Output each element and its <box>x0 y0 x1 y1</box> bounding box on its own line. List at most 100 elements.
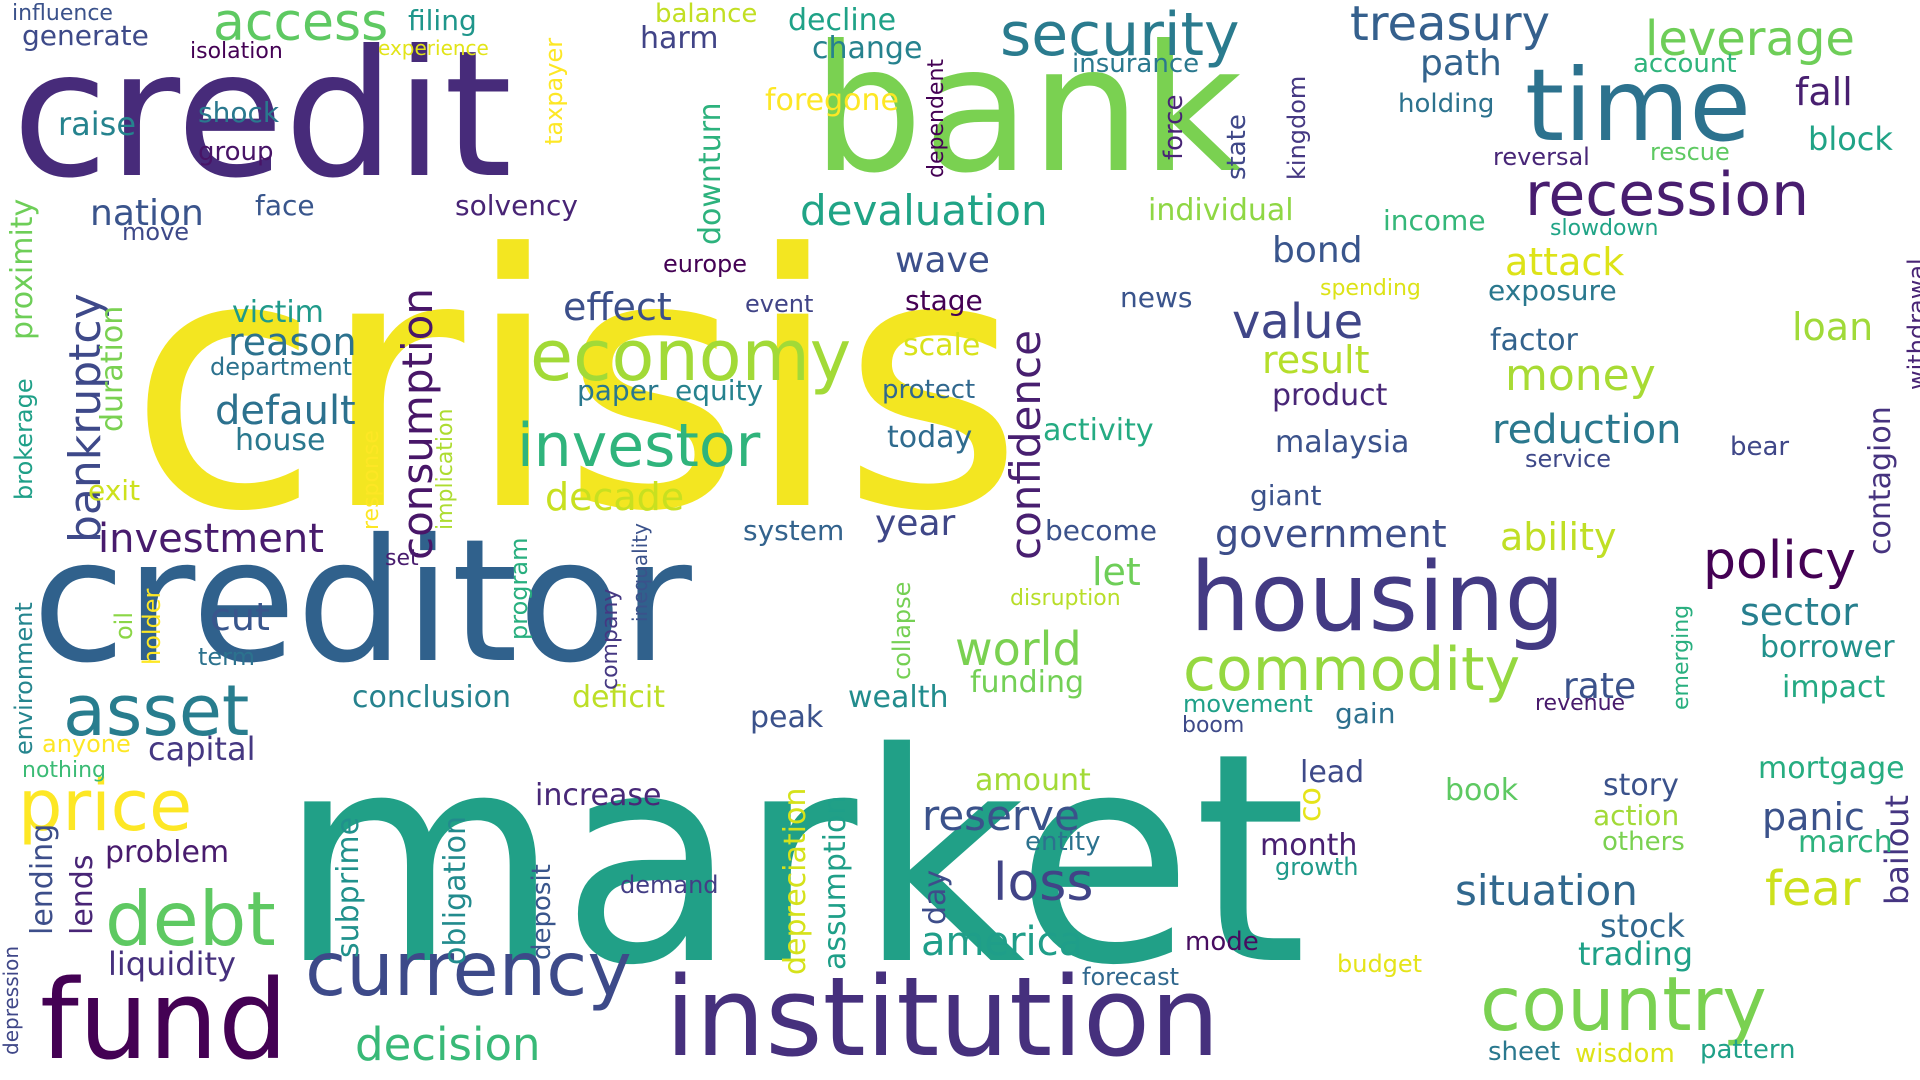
word-commodity: commodity <box>1183 635 1520 705</box>
word-balance: balance <box>655 0 757 29</box>
word-oil: oil <box>110 612 138 640</box>
word-system: system <box>743 514 844 547</box>
word-bear: bear <box>1730 432 1789 462</box>
word-value: value <box>1232 294 1363 350</box>
word-service: service <box>1525 445 1611 473</box>
word-others: others <box>1602 827 1685 857</box>
word-rate: rate <box>1563 666 1636 707</box>
word-action: action <box>1593 799 1679 832</box>
word-situation: situation <box>1455 866 1638 915</box>
word-creditor: creditor <box>32 503 692 701</box>
word-confidence: confidence <box>1001 330 1050 560</box>
word-security: security <box>1000 0 1240 70</box>
word-brokerage: brokerage <box>10 378 38 500</box>
word-dependent: dependent <box>924 59 949 178</box>
word-set: set <box>385 546 419 571</box>
word-exit: exit <box>88 474 140 507</box>
word-policy: policy <box>1703 531 1856 591</box>
word-news: news <box>1120 281 1192 314</box>
word-activity: activity <box>1043 413 1154 448</box>
word-economy: economy <box>530 315 851 397</box>
word-impact: impact <box>1782 670 1885 705</box>
word-mode: mode <box>1185 927 1259 957</box>
word-influence: influence <box>12 1 113 26</box>
word-country: country <box>1480 960 1767 1048</box>
word-block: block <box>1808 120 1893 158</box>
word-cut: cut <box>210 595 270 639</box>
word-individual: individual <box>1148 193 1294 228</box>
word-co: co <box>1293 787 1328 822</box>
word-budget: budget <box>1337 950 1422 978</box>
word-exposure: exposure <box>1488 274 1617 307</box>
word-trading: trading <box>1578 935 1693 973</box>
word-malaysia: malaysia <box>1275 425 1409 460</box>
word-account: account <box>1633 49 1737 79</box>
word-month: month <box>1260 828 1357 863</box>
word-collapse: collapse <box>888 582 916 680</box>
word-assumption: assumption <box>818 796 853 970</box>
word-deposit: deposit <box>527 864 557 960</box>
word-bailout: bailout <box>1878 795 1916 905</box>
word-treasury: treasury <box>1350 0 1550 52</box>
word-paper: paper <box>577 374 659 407</box>
word-solvency: solvency <box>455 189 578 222</box>
word-experience: experience <box>378 36 489 60</box>
word-factor: factor <box>1490 323 1579 358</box>
word-stock: stock <box>1600 907 1685 945</box>
word-year: year <box>875 503 956 544</box>
word-victim: victim <box>232 295 324 330</box>
word-product: product <box>1272 378 1388 413</box>
word-wisdom: wisdom <box>1575 1039 1675 1069</box>
word-equity: equity <box>675 374 763 407</box>
word-bond: bond <box>1272 230 1363 271</box>
word-taxpayer: taxpayer <box>540 38 568 145</box>
word-decision: decision <box>355 1018 541 1071</box>
word-holding: holding <box>1398 89 1494 119</box>
word-harm: harm <box>640 21 718 56</box>
word-panic: panic <box>1762 795 1865 839</box>
word-entity: entity <box>1025 827 1100 857</box>
word-stage: stage <box>905 284 983 317</box>
word-downturn: downturn <box>693 102 728 245</box>
word-depression: depression <box>0 946 23 1055</box>
word-income: income <box>1383 204 1486 237</box>
word-default: default <box>215 388 356 434</box>
word-government: government <box>1215 512 1447 556</box>
word-scale: scale <box>903 328 980 363</box>
word-investor: investor <box>517 411 761 481</box>
word-credit: credit <box>12 14 512 217</box>
word-currency: currency <box>305 925 632 1013</box>
word-nothing: nothing <box>22 758 106 783</box>
word-environment: environment <box>10 602 38 755</box>
word-day: day <box>918 870 953 925</box>
word-deficit: deficit <box>572 680 665 715</box>
word-growth: growth <box>1275 853 1359 881</box>
word-change: change <box>812 31 922 66</box>
word-liquidity: liquidity <box>108 945 236 983</box>
word-reversal: reversal <box>1493 143 1590 171</box>
word-market: market <box>278 692 1307 1029</box>
word-rescue: rescue <box>1650 138 1730 166</box>
word-foregone: foregone <box>765 83 899 118</box>
word-anyone: anyone <box>42 730 131 758</box>
word-consumption: consumption <box>393 288 442 560</box>
word-generate: generate <box>22 19 149 52</box>
word-reduction: reduction <box>1492 407 1682 453</box>
word-isolation: isolation <box>190 39 283 64</box>
word-institution: institution <box>665 953 1220 1080</box>
word-withdrawal: withdrawal <box>1903 258 1920 390</box>
word-nation: nation <box>90 193 204 234</box>
word-term: term <box>198 643 255 671</box>
word-pattern: pattern <box>1700 1035 1796 1065</box>
word-wave: wave <box>895 240 990 281</box>
word-move: move <box>122 218 189 246</box>
word-inequality: inequality <box>628 523 652 622</box>
word-wealth: wealth <box>848 680 949 715</box>
word-access: access <box>213 0 388 53</box>
word-demand: demand <box>620 871 719 899</box>
word-subprime: subprime <box>331 817 366 958</box>
word-shock: shock <box>198 96 280 129</box>
